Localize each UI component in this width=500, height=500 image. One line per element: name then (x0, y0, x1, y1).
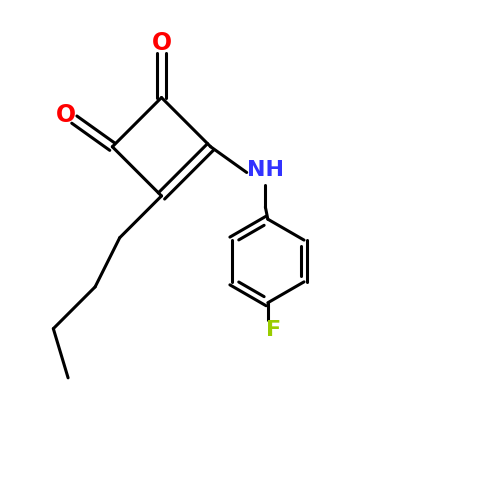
Text: NH: NH (247, 160, 284, 180)
Text: O: O (56, 102, 76, 126)
Text: O: O (152, 32, 172, 56)
Text: F: F (266, 320, 281, 340)
